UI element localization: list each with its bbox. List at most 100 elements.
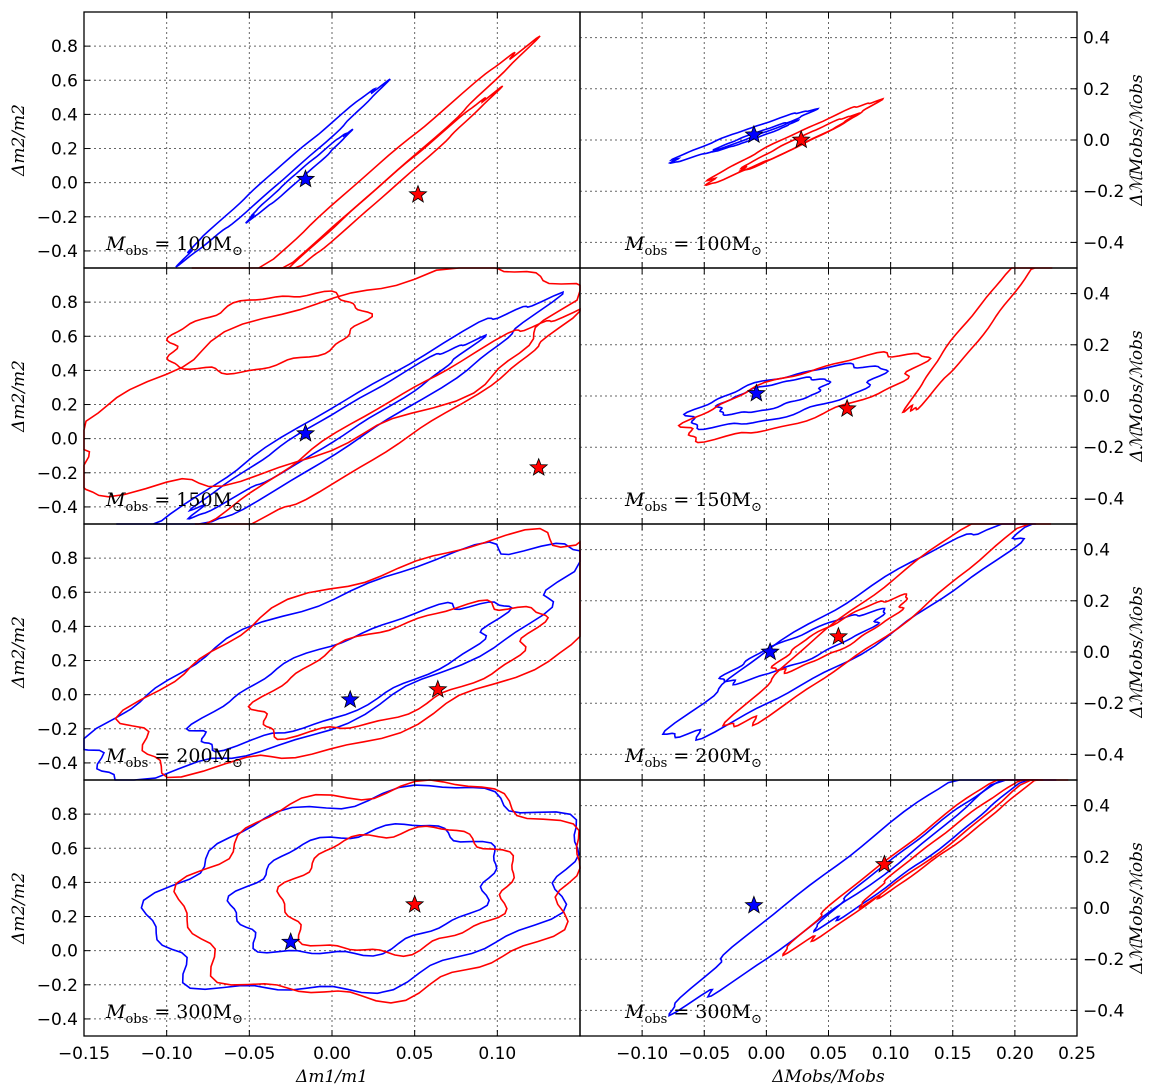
- mass-annotation: Mobs = 300M⊙: [105, 1001, 243, 1027]
- x-axis-label: Δm1/m1: [295, 1067, 368, 1086]
- x-tick-label: 0.10: [872, 1044, 910, 1064]
- y-tick-label: −0.2: [37, 720, 78, 740]
- contour-red: [247, 599, 550, 741]
- y-tick-label: 0.4: [51, 873, 78, 893]
- y-tick-label: 0.2: [51, 396, 78, 416]
- panel-frame: [579, 11, 1078, 269]
- red-star-marker: [874, 854, 895, 873]
- contour-blue: [682, 362, 890, 431]
- y-axis-label: ΔℳMobs/ℳobs: [1127, 330, 1147, 463]
- y-axis-label: Δm2/m2: [9, 360, 29, 433]
- contour-blue: [245, 128, 354, 224]
- red-star-marker: [428, 679, 448, 698]
- y-tick-label: 0.4: [1083, 541, 1110, 561]
- contour-blue: [709, 118, 801, 153]
- contour-blue: [185, 601, 513, 753]
- y-tick-label: 0.0: [1083, 131, 1110, 151]
- x-tick-label: −0.10: [616, 1044, 668, 1064]
- y-tick-label: 0.8: [51, 805, 78, 825]
- y-tick-label: −0.2: [37, 464, 78, 484]
- contour-blue: [717, 607, 886, 686]
- panel-frame: [579, 779, 1078, 1037]
- y-tick-label: 0.2: [1083, 592, 1110, 612]
- contour-blue: [668, 779, 1057, 1017]
- contour-red: [770, 593, 909, 675]
- contour-red: [165, 290, 373, 376]
- mass-annotation: Mobs = 150M⊙: [105, 489, 243, 515]
- x-tick-label: −0.05: [223, 1044, 275, 1064]
- y-tick-label: 0.0: [51, 174, 78, 194]
- contour-blue: [226, 822, 498, 957]
- red-star-marker: [828, 626, 849, 645]
- red-star-marker: [791, 129, 811, 149]
- blue-star-marker: [744, 124, 764, 144]
- y-tick-label: 0.2: [51, 908, 78, 928]
- y-tick-label: −0.4: [1083, 1001, 1124, 1021]
- y-tick-label: −0.2: [1083, 694, 1124, 714]
- panel-frame: [83, 523, 581, 781]
- contour-red: [173, 779, 581, 1004]
- mass-annotation: Mobs = 100M⊙: [624, 233, 762, 259]
- mass-annotation: Mobs = 100M⊙: [105, 233, 243, 259]
- x-tick-label: 0.10: [478, 1044, 516, 1064]
- y-tick-label: −0.4: [37, 1010, 78, 1030]
- contour-red: [782, 779, 1069, 957]
- y-axis-label: ΔℳMobs/ℳobs: [1127, 842, 1147, 975]
- x-tick-label: 0.25: [1058, 1044, 1096, 1064]
- y-tick-label: 0.6: [51, 583, 78, 603]
- contour-red: [191, 35, 541, 269]
- contour-blue: [140, 784, 580, 995]
- contour-blue: [83, 541, 581, 781]
- y-axis-label: Δm2/m2: [9, 104, 29, 177]
- y-tick-label: 0.4: [51, 617, 78, 637]
- blue-star-marker: [340, 689, 360, 709]
- y-tick-label: 0.2: [51, 140, 78, 160]
- y-tick-label: 0.8: [51, 37, 78, 57]
- contour-blue: [812, 779, 1039, 933]
- y-tick-label: 0.8: [51, 293, 78, 313]
- panel-frame: [579, 523, 1078, 781]
- red-star-marker: [529, 457, 549, 476]
- contour-red: [721, 523, 1052, 728]
- mass-annotation: Mobs = 200M⊙: [105, 745, 243, 771]
- y-tick-label: 0.4: [51, 361, 78, 381]
- blue-star-marker: [760, 641, 780, 661]
- x-tick-label: 0.05: [810, 1044, 848, 1064]
- y-tick-label: 0.4: [1083, 285, 1110, 305]
- y-tick-label: −0.2: [1083, 950, 1124, 970]
- mass-annotation: Mobs = 300M⊙: [624, 1001, 762, 1027]
- y-tick-label: 0.4: [1083, 29, 1110, 49]
- x-tick-label: 0.00: [747, 1044, 785, 1064]
- y-tick-label: 0.6: [51, 71, 78, 91]
- y-tick-label: 0.4: [1083, 797, 1110, 817]
- y-tick-label: 0.2: [1083, 80, 1110, 100]
- red-star-marker: [408, 184, 428, 203]
- contour-blue: [667, 107, 820, 165]
- contour-red: [677, 350, 932, 444]
- x-tick-label: 0.20: [996, 1044, 1034, 1064]
- contour-red: [858, 779, 1044, 910]
- y-tick-label: 0.0: [1083, 387, 1110, 407]
- y-tick-label: 0.0: [51, 942, 78, 962]
- y-tick-label: 0.6: [51, 839, 78, 859]
- blue-star-marker: [744, 895, 764, 914]
- contour-red: [738, 111, 861, 172]
- y-axis-label: ΔℳMobs/ℳobs: [1127, 74, 1147, 207]
- y-tick-label: 0.0: [1083, 899, 1110, 919]
- panel-frame: [83, 267, 581, 525]
- y-tick-label: −0.2: [37, 208, 78, 228]
- y-axis-label: ΔℳMobs/ℳobs: [1127, 586, 1147, 719]
- blue-star-marker: [746, 383, 767, 402]
- y-tick-label: 0.2: [1083, 336, 1110, 356]
- x-tick-label: 0.15: [934, 1044, 972, 1064]
- contour-red: [194, 307, 581, 525]
- panel-frame: [83, 779, 581, 1037]
- contour-blue: [714, 376, 832, 417]
- y-tick-label: −0.2: [1083, 438, 1124, 458]
- x-axis-label: ΔMobs/Mobs: [771, 1067, 885, 1086]
- y-tick-label: −0.4: [37, 242, 78, 262]
- contour-red: [114, 527, 581, 779]
- red-star-marker: [405, 894, 425, 913]
- mass-annotation: Mobs = 150M⊙: [624, 489, 762, 515]
